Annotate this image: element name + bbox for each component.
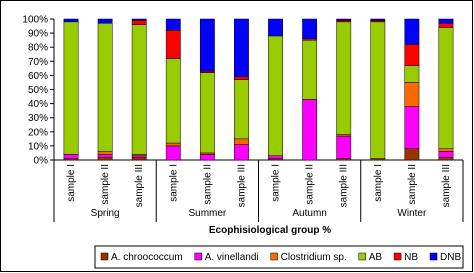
bar-segment bbox=[199, 72, 215, 154]
x-tick-label: sample II bbox=[100, 164, 111, 205]
bar-segment bbox=[234, 79, 249, 140]
bar-segment bbox=[438, 148, 454, 152]
bar-segment bbox=[302, 99, 318, 161]
x-tick-label: sample III bbox=[236, 164, 247, 207]
y-tick-label: 70% bbox=[28, 57, 48, 68]
bar-segment bbox=[336, 135, 352, 159]
bar-segment bbox=[336, 21, 352, 135]
bar-segment bbox=[97, 154, 113, 158]
legend-swatch bbox=[393, 252, 402, 261]
bar-segment bbox=[268, 155, 283, 159]
bar-segment bbox=[234, 18, 249, 78]
bar-segment bbox=[438, 156, 454, 161]
legend-label: A. chroococcum bbox=[111, 252, 183, 263]
bar-segment bbox=[165, 142, 181, 147]
legend-swatch bbox=[194, 252, 202, 261]
bar-segment bbox=[234, 144, 249, 161]
y-tick-label: 0% bbox=[34, 156, 49, 167]
bar-segment bbox=[234, 76, 249, 80]
y-tick-label: 80% bbox=[28, 43, 48, 54]
y-tick-label: 20% bbox=[28, 127, 48, 138]
bar-segment bbox=[165, 30, 181, 59]
bar-segment bbox=[302, 39, 318, 100]
x-tick-label: sample III bbox=[339, 164, 350, 207]
y-tick-label: 10% bbox=[28, 141, 48, 152]
x-tick-label: sample III bbox=[134, 164, 145, 207]
bar-segment bbox=[404, 82, 420, 107]
bar-segment bbox=[404, 18, 420, 45]
bar-segment bbox=[131, 18, 147, 21]
y-tick-label: 60% bbox=[28, 71, 48, 82]
group-label: Summer bbox=[188, 208, 226, 219]
legend-label: NB bbox=[404, 252, 418, 263]
bar-segment bbox=[404, 148, 420, 161]
bar-segment bbox=[97, 156, 113, 161]
bar-segment bbox=[199, 154, 215, 161]
bar-segment bbox=[268, 35, 283, 157]
legend-label: DNB bbox=[440, 252, 461, 263]
bar-segment bbox=[404, 106, 420, 149]
bar-segment bbox=[63, 18, 79, 23]
x-tick-label: sample I bbox=[66, 164, 77, 202]
legend-swatch bbox=[100, 252, 109, 261]
bar-segment bbox=[131, 156, 147, 161]
bar-segment bbox=[370, 18, 386, 21]
bar-segment bbox=[97, 22, 113, 152]
group-label: Spring bbox=[91, 208, 120, 219]
bar-segment bbox=[438, 151, 454, 158]
bar-segment bbox=[404, 44, 420, 66]
legend-swatch bbox=[270, 252, 278, 261]
x-tick-label: sample I bbox=[271, 164, 282, 202]
y-tick-label: 50% bbox=[28, 85, 48, 96]
y-tick-label: 100% bbox=[22, 15, 48, 26]
bar-segment bbox=[370, 21, 386, 159]
bar-segment bbox=[97, 151, 113, 155]
bar-segment bbox=[268, 18, 283, 37]
bar-segment bbox=[438, 18, 454, 24]
bar-segment bbox=[165, 58, 181, 144]
bar-segment bbox=[438, 27, 454, 149]
group-label: Winter bbox=[397, 208, 427, 219]
legend-swatch bbox=[358, 252, 367, 261]
legend-label: Clostridium sp. bbox=[281, 252, 347, 263]
bar-segment bbox=[63, 154, 79, 159]
bar-segment bbox=[165, 18, 181, 31]
bar-segment bbox=[131, 24, 147, 155]
legend-box bbox=[94, 245, 464, 269]
x-tick-label: sample I bbox=[168, 164, 179, 202]
bar-segment bbox=[404, 65, 420, 83]
bar-segment bbox=[438, 22, 454, 28]
x-tick-label: sample III bbox=[441, 164, 452, 207]
y-tick-label: 90% bbox=[28, 29, 48, 40]
x-tick-label: sample II bbox=[202, 164, 213, 205]
bar-segment bbox=[336, 18, 352, 21]
bar-segment bbox=[131, 20, 147, 25]
x-axis-title: Ecophisiological group % bbox=[209, 225, 331, 236]
legend-label: A. vinellandi bbox=[205, 252, 259, 263]
y-tick-label: 30% bbox=[28, 113, 48, 124]
x-tick-label: sample I bbox=[373, 164, 384, 202]
x-tick-label: sample II bbox=[407, 164, 418, 205]
y-tick-label: 40% bbox=[28, 99, 48, 110]
legend-swatch bbox=[429, 252, 438, 261]
bar-segment bbox=[302, 18, 318, 39]
bar-segment bbox=[234, 138, 249, 145]
bar-segment bbox=[97, 18, 113, 24]
bar-segment bbox=[63, 21, 79, 155]
group-label: Autumn bbox=[292, 208, 326, 219]
bar-segment bbox=[199, 18, 215, 72]
bar-segment bbox=[165, 145, 181, 161]
legend-label: AB bbox=[369, 252, 383, 263]
x-tick-label: sample II bbox=[305, 164, 316, 205]
